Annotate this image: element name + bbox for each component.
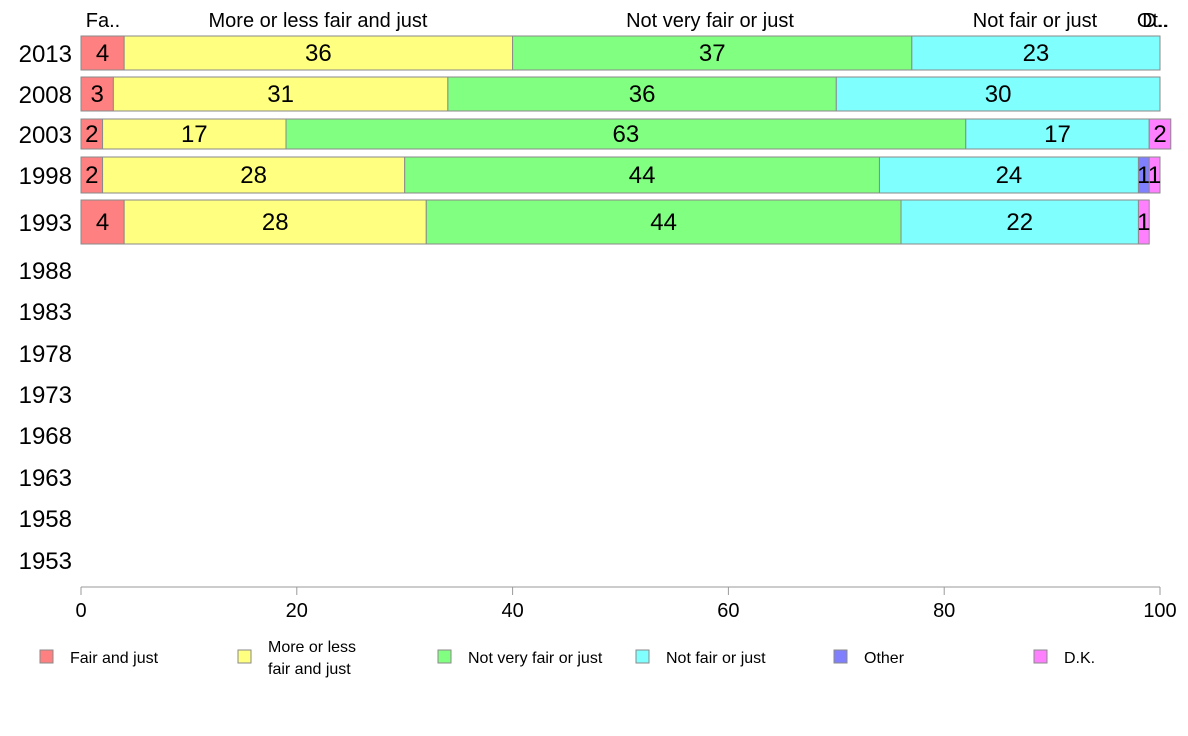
x-tick-label: 20 (286, 600, 308, 622)
bar-segment (965, 118, 1150, 150)
bar-segment (447, 76, 837, 112)
segment-header-label: More or less fair and just (209, 10, 428, 32)
segment-header-label: Fa.. (86, 10, 120, 32)
segment-header-label: D.. (1142, 10, 1168, 32)
bar-segment (835, 76, 1161, 112)
segment-header-label: Ot.. (1137, 10, 1169, 32)
legend-swatch (635, 649, 650, 664)
legend-swatch (437, 649, 452, 664)
data-label: 2 (85, 162, 98, 189)
y-tick-label: 1983 (19, 299, 72, 326)
data-label: 1 (1148, 162, 1161, 189)
x-tick-label: 40 (501, 600, 523, 622)
bar-segment (102, 156, 406, 194)
x-tick-label: 100 (1143, 600, 1176, 622)
legend-swatch (833, 649, 848, 664)
legend-swatch (1033, 649, 1048, 664)
legend-label: Not fair or just (666, 650, 766, 667)
bar-segment (102, 118, 287, 150)
segment-header-label: Not fair or just (973, 10, 1098, 32)
segment-header-label: Not very fair or just (626, 10, 794, 32)
bar-segment (285, 118, 967, 150)
data-label: 2 (1153, 121, 1166, 148)
data-label: 17 (1044, 121, 1071, 148)
legend: Fair and just More or less fair and just No… (39, 639, 1095, 678)
data-label: 36 (629, 81, 656, 108)
bar-segment (900, 199, 1139, 245)
y-tick-label: 2003 (19, 122, 72, 149)
y-tick-label: 1958 (19, 506, 72, 533)
bar-segment (425, 199, 902, 245)
y-tick-label: 1988 (19, 258, 72, 285)
data-label: 22 (1006, 209, 1033, 236)
y-tick-label: 1968 (19, 423, 72, 450)
data-label: 28 (262, 209, 289, 236)
legend-label: Fair and just (70, 650, 159, 667)
data-label: 23 (1023, 40, 1050, 67)
bar-segment (112, 76, 449, 112)
legend-swatch (237, 649, 252, 664)
y-tick-label: 1963 (19, 465, 72, 492)
bar-segment (404, 156, 880, 194)
data-label: 31 (267, 81, 294, 108)
top-labels: Fa.. More or less fair and just Not very f… (86, 10, 1169, 32)
bar-segment (80, 76, 114, 112)
y-tick-label: 2008 (19, 82, 72, 109)
data-label: 17 (181, 121, 208, 148)
x-tick-label: 80 (933, 600, 955, 622)
y-axis: 2013 2008 2003 1998 1993 1988 1983 1978 1973 1968… (19, 41, 72, 575)
data-label: 36 (305, 40, 332, 67)
data-label: 2 (85, 121, 98, 148)
legend-label: D.K. (1064, 650, 1095, 667)
data-label: 1 (1137, 209, 1150, 236)
data-label: 63 (613, 121, 640, 148)
x-tick-label: 0 (75, 600, 86, 622)
bar-segment (80, 199, 125, 245)
y-tick-label: 1978 (19, 341, 72, 368)
bar-segment (878, 156, 1139, 194)
bar-segment (1137, 199, 1150, 245)
data-label: 28 (240, 162, 267, 189)
data-label: 24 (996, 162, 1023, 189)
data-label: 4 (96, 40, 109, 67)
y-tick-label: 1998 (19, 163, 72, 190)
data-label: 4 (96, 209, 109, 236)
data-label: 1 (1137, 162, 1150, 189)
y-tick-label: 1953 (19, 548, 72, 575)
y-tick-label: 1993 (19, 210, 72, 237)
data-label: 44 (650, 209, 677, 236)
data-label: 30 (985, 81, 1012, 108)
data-label: 44 (629, 162, 656, 189)
legend-label: More or less fair and just (268, 639, 356, 678)
legend-label: Other (864, 650, 905, 667)
bar-segment (911, 35, 1161, 71)
x-axis: 0 20 40 60 80 100 (75, 586, 1177, 622)
y-tick-label: 1973 (19, 382, 72, 409)
legend-label: Not very fair or just (468, 650, 603, 667)
bar-segment (123, 35, 514, 71)
bars: 4 36 37 233 31 36 302 17 63 17 22 28 44 24 114 28 44 22 1 (80, 35, 1172, 245)
bar-segment (1148, 156, 1161, 194)
bar-segment (1148, 118, 1172, 150)
y-tick-label: 2013 (19, 41, 72, 68)
x-tick-label: 60 (717, 600, 739, 622)
data-label: 37 (699, 40, 726, 67)
legend-swatch (39, 649, 54, 664)
data-label: 3 (91, 81, 104, 108)
